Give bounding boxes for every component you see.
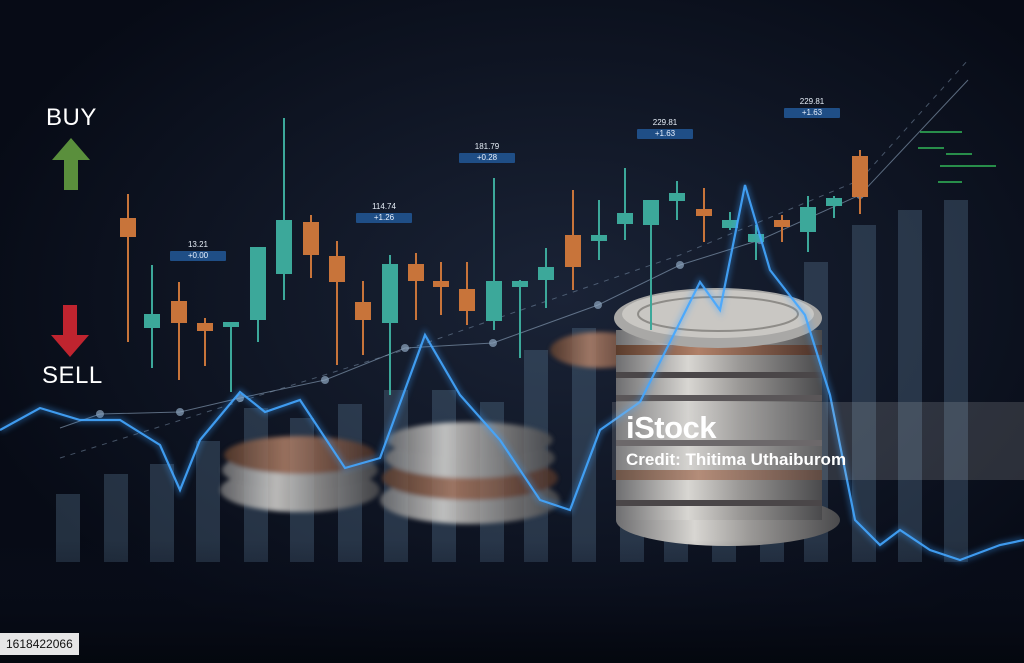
sell-label: SELL (42, 362, 103, 389)
bearish-candle (459, 262, 475, 325)
bearish-candle (303, 215, 319, 278)
bullish-candle (223, 322, 239, 392)
watermark-brand: iStock (626, 410, 717, 445)
bullish-candle (722, 212, 738, 230)
bullish-candle (800, 196, 816, 252)
bearish-candle (355, 281, 371, 355)
bullish-candle (826, 196, 842, 218)
bullish-candle (382, 255, 398, 395)
trend-line (0, 184, 1024, 562)
average-dot (176, 408, 184, 416)
floor-shadow (0, 540, 1024, 663)
price-change: +1.63 (637, 129, 693, 139)
price-value: 13.21 (187, 240, 209, 249)
average-dot (489, 339, 497, 347)
price-change: +1.63 (784, 108, 840, 118)
bullish-candle (617, 168, 633, 240)
bullish-candle (144, 265, 160, 368)
price-change: +1.26 (356, 213, 412, 223)
price-change: +0.28 (459, 153, 515, 163)
coin-stack (614, 288, 840, 546)
price-tag: 229.81 +1.63 (637, 118, 693, 139)
price-value: 181.79 (474, 142, 500, 151)
dashed-trend-line (59, 59, 969, 459)
moving-average-line (59, 79, 969, 429)
bearish-candle (433, 262, 449, 315)
average-dot (96, 410, 104, 418)
price-tag: 114.74 +1.26 (356, 202, 412, 223)
bearish-candle (696, 188, 712, 242)
buy-label: BUY (46, 104, 97, 131)
average-dot (401, 344, 409, 352)
bullish-candle (486, 178, 502, 330)
bearish-candle (329, 241, 345, 365)
istock-watermark: iStock Credit: Thitima Uthaiburom (612, 402, 1024, 480)
bullish-candle (250, 247, 266, 342)
image-id-badge: 1618422066 (0, 633, 79, 655)
volume-bar (898, 210, 922, 562)
bullish-candle (512, 280, 528, 358)
watermark-credit: Credit: Thitima Uthaiburom (626, 450, 847, 469)
bearish-candle (120, 194, 136, 342)
price-tag: 13.21 +0.00 (170, 240, 226, 261)
average-dot (321, 376, 329, 384)
average-dot (594, 301, 602, 309)
price-tag: 229.81 +1.63 (784, 97, 840, 118)
bearish-candle (565, 190, 581, 290)
price-value: 114.74 (372, 202, 396, 211)
green-dashes (918, 131, 996, 183)
price-tag: 181.79 +0.28 (459, 142, 515, 163)
bearish-candle (774, 215, 790, 242)
bullish-candle (591, 200, 607, 260)
bullish-candle (643, 200, 659, 330)
down-arrow-icon (51, 305, 89, 357)
bearish-candle (852, 150, 868, 214)
volume-bar (944, 200, 968, 562)
bullish-candle (669, 181, 685, 220)
up-arrow-icon (52, 138, 90, 190)
bullish-candle (276, 118, 292, 300)
bullish-candle (538, 248, 554, 308)
volume-bar (852, 225, 876, 562)
blurred-coins (220, 332, 650, 524)
average-dot (676, 261, 684, 269)
price-value: 229.81 (799, 97, 825, 106)
candlestick-chart (120, 118, 868, 395)
bearish-candle (171, 282, 187, 380)
price-value: 229.81 (652, 118, 678, 127)
price-change: +0.00 (170, 251, 226, 261)
bearish-candle (408, 253, 424, 320)
bearish-candle (197, 318, 213, 366)
